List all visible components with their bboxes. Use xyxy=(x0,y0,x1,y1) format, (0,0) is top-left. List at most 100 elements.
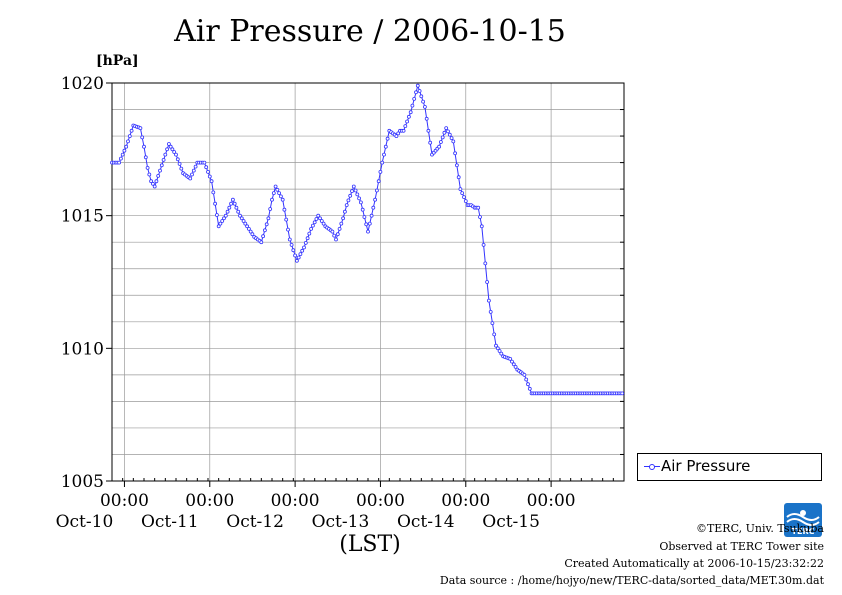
data-point xyxy=(371,205,376,210)
data-point xyxy=(243,221,248,226)
data-point xyxy=(214,213,219,217)
data-point xyxy=(524,377,529,382)
data-point xyxy=(374,188,379,193)
data-point xyxy=(264,222,269,227)
data-point xyxy=(129,128,134,133)
data-point xyxy=(213,201,218,206)
data-point xyxy=(271,191,276,196)
data-point xyxy=(218,221,223,226)
data-point xyxy=(481,242,486,247)
data-point xyxy=(364,222,369,227)
data-point xyxy=(373,197,378,202)
data-point xyxy=(415,83,420,88)
data-point xyxy=(124,144,129,149)
data-point xyxy=(453,151,458,156)
data-point xyxy=(350,189,354,194)
grid-lines xyxy=(112,83,624,481)
data-point xyxy=(421,99,426,104)
footer-site: Observed at TERC Tower site xyxy=(659,540,824,553)
data-point xyxy=(410,103,415,108)
data-point xyxy=(234,205,239,210)
data-point xyxy=(394,134,399,139)
data-point xyxy=(348,193,353,198)
data-point xyxy=(460,191,465,196)
data-point xyxy=(230,197,235,202)
data-point xyxy=(190,172,194,177)
data-point xyxy=(241,219,246,223)
data-point xyxy=(362,215,367,219)
data-point xyxy=(310,223,315,228)
data-point xyxy=(158,168,162,173)
data-point xyxy=(422,105,427,109)
data-point xyxy=(284,217,289,222)
footer-source: Data source : /home/hojyo/new/TERC-data/… xyxy=(439,574,824,587)
x-tick-time-label: 00:00 xyxy=(356,491,405,511)
data-point xyxy=(334,237,338,242)
data-point xyxy=(246,226,251,231)
data-point xyxy=(273,184,278,189)
data-point xyxy=(497,349,502,353)
data-point xyxy=(385,136,390,141)
data-point xyxy=(302,245,306,250)
data-point xyxy=(383,144,388,149)
y-tick-label: 1015 xyxy=(61,207,104,227)
data-point xyxy=(291,248,296,253)
x-tick-time-label: 00:00 xyxy=(185,491,234,511)
data-point xyxy=(355,192,360,197)
data-point xyxy=(449,136,454,141)
data-point xyxy=(440,135,445,140)
data-point xyxy=(478,215,482,219)
x-tick-date-label: Oct-15 xyxy=(482,512,540,532)
data-point xyxy=(154,179,159,184)
data-point xyxy=(145,165,150,170)
data-point xyxy=(238,213,242,218)
data-point xyxy=(250,232,255,237)
data-point xyxy=(511,362,516,367)
data-point xyxy=(161,157,166,162)
data-point xyxy=(346,198,351,203)
data-point xyxy=(152,184,157,189)
data-point xyxy=(417,89,422,93)
data-point xyxy=(403,124,408,128)
data-point xyxy=(442,130,447,135)
data-point xyxy=(447,132,452,137)
data-point xyxy=(483,261,488,266)
data-point xyxy=(177,161,182,166)
data-point xyxy=(211,190,216,195)
data-point xyxy=(312,220,317,225)
data-point xyxy=(451,139,456,144)
data-point xyxy=(126,139,130,144)
data-point xyxy=(508,356,513,361)
data-point xyxy=(142,144,146,149)
x-tick-date-label: Oct-10 xyxy=(56,512,114,532)
data-point xyxy=(259,240,264,245)
data-point xyxy=(463,199,468,204)
data-point xyxy=(282,207,287,212)
data-point xyxy=(175,157,180,162)
data-point xyxy=(179,166,184,171)
data-point xyxy=(307,231,312,236)
data-point xyxy=(526,382,530,387)
data-point xyxy=(424,116,429,121)
legend: Air Pressure xyxy=(637,453,822,481)
data-point xyxy=(401,128,406,133)
data-point xyxy=(419,94,424,99)
data-point xyxy=(117,160,121,165)
data-point xyxy=(486,298,491,303)
data-point xyxy=(396,131,401,136)
data-point xyxy=(330,229,335,234)
data-point xyxy=(353,188,358,193)
terc-logo-icon: TERC xyxy=(784,503,822,537)
data-point xyxy=(303,240,308,245)
data-point xyxy=(527,386,532,391)
data-point xyxy=(492,332,497,337)
data-point xyxy=(143,155,148,160)
data-point xyxy=(446,129,450,134)
data-point xyxy=(369,213,374,218)
data-point xyxy=(286,227,290,232)
data-point xyxy=(156,173,161,178)
data-point xyxy=(305,236,310,241)
data-point xyxy=(296,255,301,260)
data-point xyxy=(408,110,413,115)
data-point xyxy=(232,201,237,206)
